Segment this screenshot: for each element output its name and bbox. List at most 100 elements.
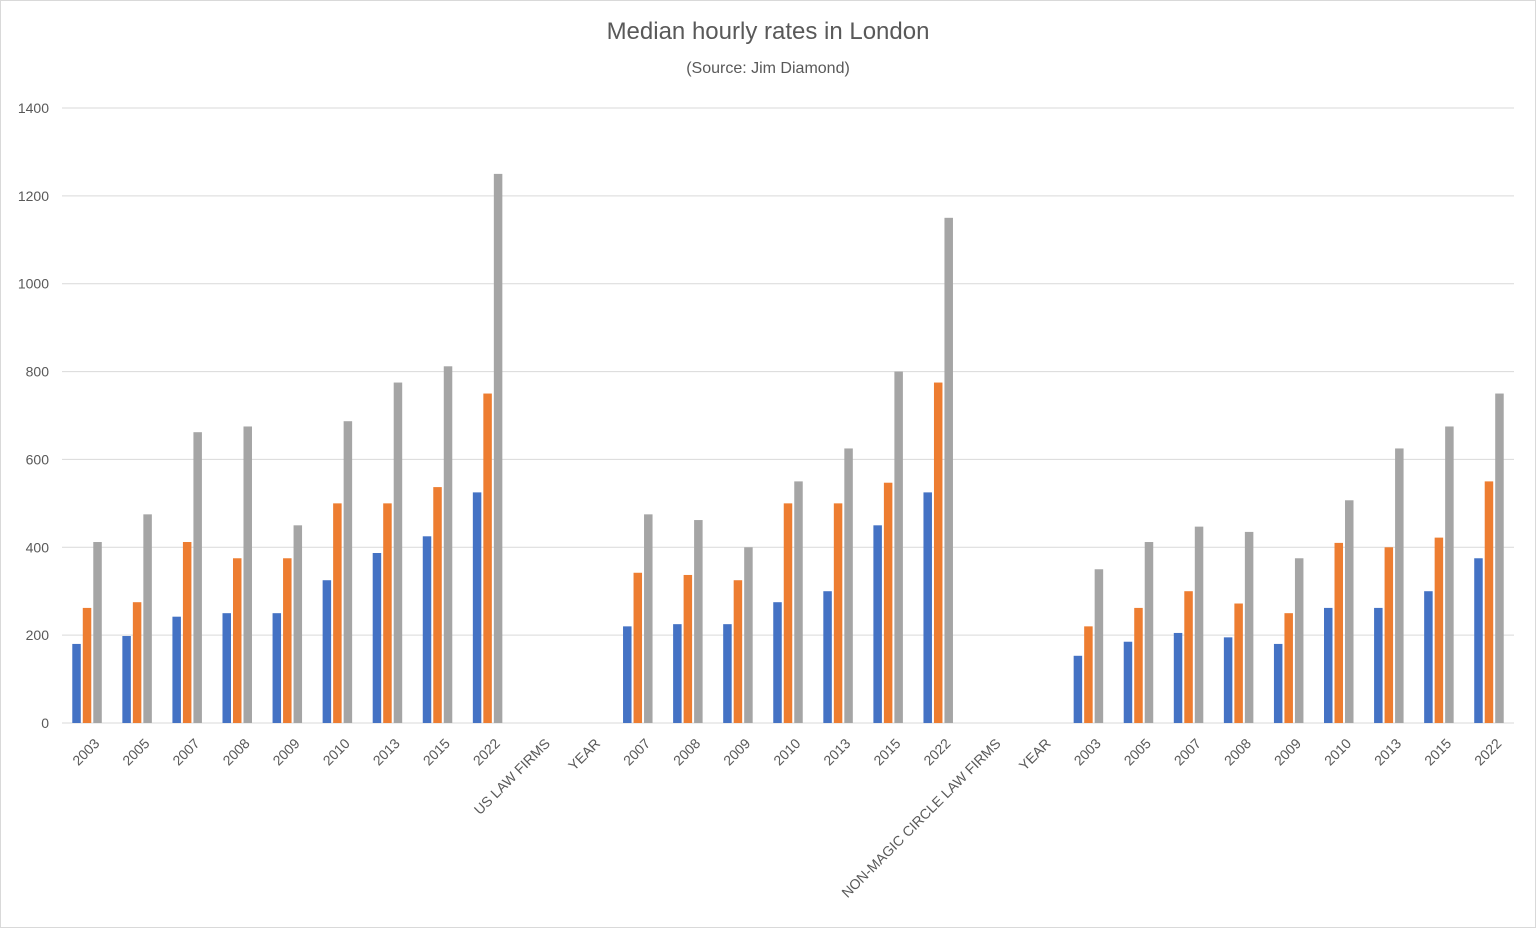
- bar-series-1: [222, 613, 231, 723]
- bar-series-3: [694, 520, 703, 723]
- x-tick-label: 2008: [670, 735, 703, 768]
- x-tick-label: 2022: [920, 735, 953, 768]
- bar-series-1: [1374, 607, 1383, 723]
- bar-series-2: [283, 558, 292, 723]
- x-tick-label: 2005: [1121, 735, 1154, 768]
- bar-series-3: [93, 542, 102, 723]
- bar-series-1: [172, 616, 181, 723]
- x-tick-label: 2010: [320, 735, 353, 768]
- x-tick-label: 2015: [870, 735, 903, 768]
- x-tick-label: 2010: [770, 735, 803, 768]
- y-tick-label: 200: [26, 627, 50, 643]
- bar-series-3: [393, 382, 403, 723]
- x-tick-label: 2015: [1421, 735, 1454, 768]
- bar-series-1: [122, 636, 131, 723]
- chart-subtitle: (Source: Jim Diamond): [686, 60, 850, 77]
- x-tick-label: 2013: [1371, 735, 1404, 768]
- bar-series-3: [1445, 426, 1454, 723]
- bar-series-1: [623, 626, 632, 723]
- y-axis: 0 200 400 600 800 1000 1200 1400: [18, 100, 49, 731]
- x-tick-label: 2008: [1221, 735, 1254, 768]
- x-tick-label: 2013: [820, 735, 853, 768]
- x-tick-label: 2022: [470, 735, 503, 768]
- x-tick-label: 2008: [219, 735, 252, 768]
- bar-series-2: [433, 487, 442, 723]
- bar-series-2: [333, 503, 342, 723]
- bar-series-2: [1484, 481, 1494, 723]
- bar-series-1: [1273, 643, 1283, 723]
- x-tick-label: 2013: [370, 735, 403, 768]
- bar-series-3: [443, 366, 453, 723]
- x-tick-label: 2005: [119, 735, 152, 768]
- bar-series-3: [894, 371, 903, 723]
- bar-series-2: [1234, 603, 1243, 723]
- y-tick-label: 400: [26, 539, 50, 555]
- bar-series-2: [1184, 591, 1193, 723]
- x-tick-label: 2009: [269, 735, 302, 768]
- bar-series-1: [1073, 655, 1083, 723]
- bar-series-2: [1334, 542, 1344, 723]
- bar-series-2: [1084, 626, 1093, 723]
- x-tick-label: 2010: [1321, 735, 1354, 768]
- bar-series-2: [733, 580, 743, 723]
- bar-series-2: [883, 482, 893, 723]
- x-tick-label: 2007: [1171, 735, 1204, 768]
- bar-series-1: [1424, 591, 1433, 723]
- bar-series-1: [422, 536, 432, 723]
- bar-series-2: [1384, 547, 1394, 723]
- bar-series-2: [132, 602, 142, 723]
- bar-series-2: [82, 607, 92, 723]
- bar-series-1: [673, 624, 682, 723]
- bar-series-3: [243, 426, 252, 723]
- bar-series-3: [944, 217, 953, 723]
- bar-series-1: [723, 624, 732, 723]
- x-tick-label: 2007: [620, 735, 653, 768]
- x-tick-label: 2009: [1271, 735, 1304, 768]
- bar-series-1: [372, 553, 382, 723]
- bar-series-3: [1194, 526, 1204, 723]
- bar-series-2: [483, 393, 492, 723]
- bar-series-1: [472, 492, 482, 724]
- y-tick-label: 0: [41, 715, 49, 731]
- x-tick-label: YEAR: [1016, 735, 1054, 773]
- x-tick-label: 2022: [1471, 735, 1504, 768]
- chart-title: Median hourly rates in London: [606, 18, 930, 45]
- bar-series-2: [783, 503, 793, 723]
- bar-series-3: [143, 514, 152, 723]
- bar-series-1: [773, 602, 782, 723]
- bar-series-1: [1173, 632, 1183, 723]
- bar-series-3: [1094, 569, 1104, 723]
- bar-series-1: [272, 613, 282, 723]
- bar-series-3: [1244, 531, 1254, 723]
- bar-series-1: [1474, 558, 1483, 723]
- bar-series-2: [182, 542, 192, 723]
- bar-series-3: [1144, 542, 1154, 723]
- bars: [72, 173, 1504, 724]
- bar-series-2: [232, 558, 242, 723]
- x-tick-label: 2003: [1071, 735, 1104, 768]
- bar-series-1: [1223, 637, 1233, 723]
- bar-series-3: [794, 481, 803, 723]
- bar-series-3: [844, 448, 853, 723]
- bar-series-2: [1134, 607, 1143, 723]
- bar-series-3: [343, 421, 353, 723]
- bar-series-1: [72, 643, 81, 723]
- bar-series-2: [633, 572, 643, 723]
- bar-series-2: [683, 574, 693, 723]
- y-tick-label: 600: [26, 451, 50, 467]
- bar-series-3: [193, 432, 202, 723]
- y-tick-label: 1000: [18, 276, 49, 292]
- bar-series-2: [383, 503, 392, 723]
- bar-series-2: [1434, 537, 1444, 723]
- y-tick-label: 1400: [18, 100, 49, 116]
- x-tick-label: YEAR: [565, 735, 603, 773]
- x-tick-label: 2009: [720, 735, 753, 768]
- bar-series-2: [833, 503, 843, 723]
- x-tick-label: 2007: [169, 735, 202, 768]
- bar-series-1: [923, 492, 932, 724]
- bar-series-1: [823, 591, 832, 723]
- bar-series-2: [1284, 613, 1293, 723]
